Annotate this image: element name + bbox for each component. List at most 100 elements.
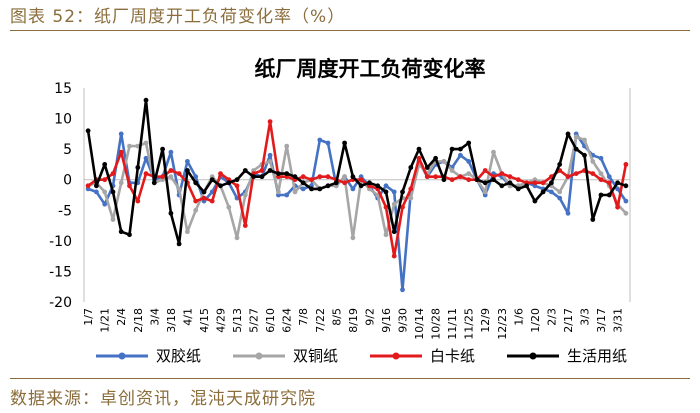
- legend-marker: [255, 352, 263, 360]
- data-point: [358, 177, 364, 183]
- data-point: [424, 174, 430, 180]
- data-point: [557, 162, 563, 167]
- x-tick-label: 3/3: [579, 308, 592, 326]
- data-point: [209, 198, 215, 204]
- data-point: [391, 189, 397, 195]
- data-point: [193, 174, 199, 180]
- y-tick-label: 10: [54, 112, 72, 128]
- data-point: [573, 146, 579, 152]
- data-point: [333, 180, 339, 186]
- data-point: [458, 146, 463, 152]
- series-4: [85, 97, 629, 247]
- data-point: [606, 180, 612, 186]
- y-tick-label: 0: [63, 173, 72, 189]
- data-point: [185, 229, 190, 235]
- data-point: [507, 180, 513, 186]
- data-point: [391, 229, 397, 235]
- data-point: [267, 152, 273, 158]
- data-point: [540, 189, 546, 195]
- legend-label: 双铜纸: [293, 347, 338, 365]
- data-point: [201, 189, 207, 195]
- x-tick-label: 2/4: [115, 308, 128, 326]
- data-point: [606, 192, 612, 198]
- x-tick-label: 9/30: [397, 308, 410, 333]
- data-point: [416, 155, 422, 161]
- data-point: [309, 177, 314, 183]
- data-point: [209, 177, 215, 183]
- y-tick-label: 5: [63, 142, 72, 158]
- data-point: [118, 180, 124, 186]
- data-point: [449, 168, 455, 173]
- data-point: [185, 168, 190, 173]
- x-tick-label: 1/6: [512, 308, 525, 326]
- legend-item: 生活用纸: [507, 347, 627, 365]
- data-point: [499, 171, 505, 177]
- data-point: [499, 183, 505, 189]
- data-point: [474, 177, 480, 183]
- x-tick-label: 6/24: [281, 308, 294, 333]
- legend-label: 生活用纸: [567, 347, 627, 365]
- x-tick-label: 7/22: [314, 308, 327, 333]
- x-tick-label: 2/18: [132, 308, 145, 333]
- source-rule: [10, 378, 690, 379]
- data-point: [234, 235, 240, 241]
- data-point: [251, 174, 256, 180]
- data-point: [218, 171, 223, 177]
- data-point: [127, 143, 132, 149]
- data-point: [176, 171, 182, 177]
- x-tick-label: 8/5: [330, 308, 343, 326]
- data-point: [375, 183, 381, 189]
- x-tick-label: 10/14: [413, 308, 426, 340]
- data-point: [267, 168, 273, 173]
- data-point: [176, 241, 182, 247]
- data-point: [424, 165, 430, 170]
- x-tick-label: 4/15: [198, 308, 211, 333]
- data-point: [615, 204, 620, 210]
- data-point: [300, 180, 306, 186]
- data-point: [102, 201, 108, 207]
- data-point: [565, 174, 571, 180]
- data-point: [160, 146, 166, 152]
- data-point: [515, 186, 521, 192]
- data-point: [549, 180, 554, 186]
- legend: 双胶纸 双铜纸 白卡纸 生活用纸: [96, 347, 627, 365]
- data-point: [590, 217, 596, 222]
- x-tick-label: 5/13: [231, 308, 244, 333]
- data-point: [325, 174, 331, 180]
- x-tick-label: 12/23: [496, 308, 509, 340]
- data-point: [350, 235, 356, 241]
- data-point: [416, 146, 422, 152]
- x-tick-label: 1/7: [82, 308, 95, 326]
- data-point: [482, 168, 488, 173]
- y-tick-label: -10: [49, 234, 72, 250]
- data-point: [358, 183, 364, 189]
- data-point: [127, 232, 132, 238]
- x-tick-label: 9/16: [380, 308, 393, 333]
- data-point: [391, 201, 397, 207]
- legend-label: 白卡纸: [430, 347, 475, 365]
- data-point: [623, 210, 629, 216]
- data-point: [524, 183, 529, 189]
- x-tick-label: 2/3: [545, 308, 558, 326]
- x-tick-label: 9/2: [363, 308, 376, 326]
- figure-caption: 图表 52：纸厂周度开工负荷变化率（%）: [10, 7, 346, 27]
- data-point: [259, 168, 265, 173]
- data-point: [573, 171, 579, 177]
- data-point: [135, 198, 141, 204]
- data-point: [292, 174, 298, 180]
- data-point: [466, 140, 472, 146]
- data-point: [507, 174, 513, 180]
- data-point: [325, 183, 331, 189]
- series-layer: [85, 97, 629, 293]
- data-point: [118, 131, 124, 137]
- data-point: [433, 174, 438, 180]
- data-point: [598, 177, 604, 183]
- data-point: [342, 140, 347, 146]
- data-point: [102, 162, 108, 167]
- data-point: [408, 186, 414, 192]
- data-point: [391, 253, 397, 259]
- data-point: [143, 140, 149, 146]
- data-point: [350, 174, 356, 180]
- data-point: [458, 174, 463, 180]
